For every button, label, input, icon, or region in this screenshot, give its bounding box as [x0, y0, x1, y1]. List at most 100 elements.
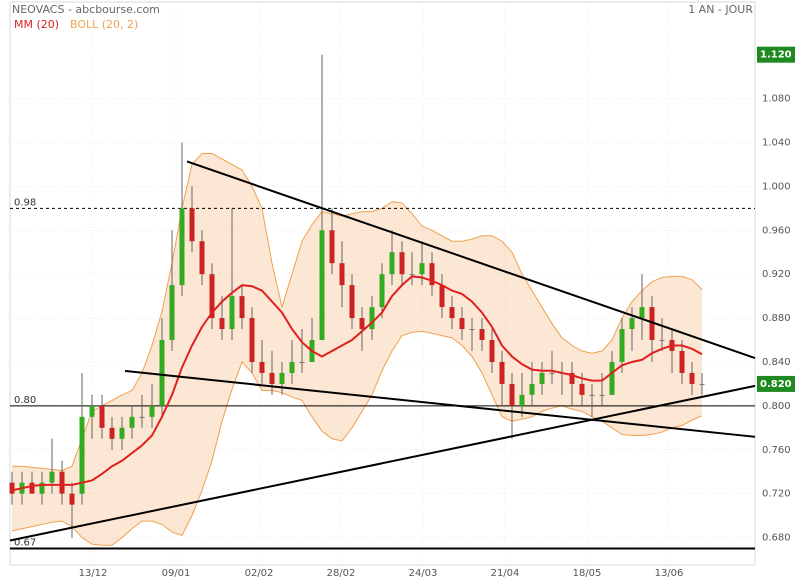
trendline: [186, 160, 756, 359]
y-tick-label: 1.040: [762, 137, 791, 148]
candle-body: [479, 329, 485, 341]
candle-body: [129, 416, 135, 428]
level-label: 0.67: [14, 538, 36, 549]
candle-body: [319, 230, 325, 341]
y-tick-label: 0.680: [762, 533, 791, 544]
candle-body: [469, 329, 475, 331]
candle-body: [499, 361, 505, 384]
moving-average: [11, 275, 703, 492]
candle-body: [89, 405, 95, 417]
candle-body: [459, 318, 465, 330]
y-tick-label: 0.720: [762, 489, 791, 500]
candle-body: [649, 307, 655, 341]
legend-label: BOLL (20, 2): [70, 18, 138, 31]
level-label: 0.80: [14, 395, 36, 406]
candle-body: [349, 285, 355, 319]
price-marker: [757, 46, 795, 63]
trendline: [124, 369, 756, 438]
candle-body: [369, 307, 375, 330]
candle-body: [679, 350, 685, 373]
y-tick-label: 1.080: [762, 94, 791, 105]
price-marker-label: 1.120: [760, 50, 792, 61]
price-marker-label: 0.820: [760, 379, 792, 390]
candle-body: [9, 482, 15, 494]
candle-body: [569, 372, 575, 384]
plot-frame: [9, 1, 756, 566]
y-tick-label: 0.840: [762, 357, 791, 368]
price-marker: [757, 375, 795, 392]
candle-body: [519, 394, 525, 406]
candle-body: [609, 361, 615, 395]
candle-body: [379, 274, 385, 308]
candle-body: [139, 416, 145, 418]
candle-body: [269, 372, 275, 384]
x-tick-label: 13/12: [79, 568, 108, 579]
candle-body: [699, 383, 705, 385]
candle-body: [539, 372, 545, 384]
y-tick-label: 1.000: [762, 181, 791, 192]
candle-body: [449, 307, 455, 319]
candle-body: [399, 252, 405, 275]
candle-body: [109, 427, 115, 439]
candle-body: [179, 208, 185, 286]
candle-body: [29, 482, 35, 494]
candle-body: [239, 296, 245, 319]
candle-body: [389, 252, 395, 275]
candle-body: [439, 285, 445, 308]
x-tick-label: 24/03: [409, 568, 438, 579]
candle-body: [659, 340, 665, 342]
candle-body: [299, 361, 305, 363]
candle-body: [289, 361, 295, 373]
candle-body: [249, 318, 255, 362]
candle-body: [579, 383, 585, 395]
candle-body: [69, 493, 75, 505]
bollinger-lower: [11, 330, 703, 546]
candle-body: [219, 318, 225, 330]
period: 1 AN - JOUR: [688, 3, 753, 16]
candle-body: [259, 361, 265, 373]
candle-body: [489, 340, 495, 362]
candle-body: [639, 307, 645, 319]
candle-body: [59, 471, 65, 494]
candle-body: [339, 263, 345, 286]
level-label: 0.98: [14, 197, 36, 208]
chart-title: NEOVACS - abcbourse.com: [12, 3, 160, 16]
candle-body: [169, 285, 175, 341]
candle-body: [229, 296, 235, 330]
candle-body: [159, 340, 165, 406]
bollinger-upper: [12, 152, 703, 472]
trendline: [9, 384, 756, 542]
candle-body: [119, 427, 125, 439]
x-tick-label: 28/02: [327, 568, 356, 579]
candle-body: [199, 241, 205, 275]
candle-body: [509, 383, 515, 406]
candle-body: [209, 274, 215, 319]
x-tick-label: 21/04: [491, 568, 520, 579]
candle-body: [79, 416, 85, 494]
candle-body: [189, 208, 195, 242]
x-tick-label: 02/02: [245, 568, 274, 579]
x-tick-label: 13/06: [655, 568, 684, 579]
candle-body: [429, 263, 435, 286]
candle-body: [529, 383, 535, 395]
candle-body: [359, 318, 365, 330]
candle-body: [589, 394, 595, 396]
y-tick-label: 0.800: [762, 401, 791, 412]
y-tick-label: 0.760: [762, 445, 791, 456]
candle-body: [599, 394, 605, 396]
candle-body: [619, 329, 625, 362]
y-tick-label: 0.960: [762, 225, 791, 236]
candle-body: [629, 318, 635, 330]
candle-body: [549, 372, 555, 374]
candle-body: [149, 405, 155, 417]
candle-body: [279, 372, 285, 384]
x-tick-label: 18/05: [573, 568, 602, 579]
candle-body: [689, 372, 695, 384]
y-tick-label: 0.920: [762, 269, 791, 280]
candle-body: [49, 471, 55, 483]
candle-body: [419, 263, 425, 275]
candle-body: [39, 482, 45, 494]
legend-label: MM (20): [14, 18, 59, 31]
candle-body: [409, 274, 415, 276]
